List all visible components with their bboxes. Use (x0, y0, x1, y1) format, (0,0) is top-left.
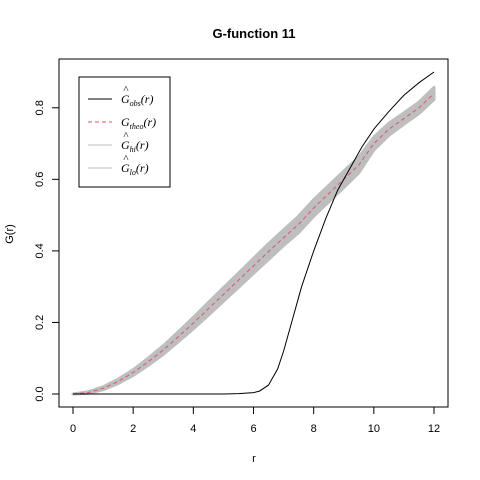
legend-hat-mark: ^ (123, 153, 129, 165)
x-tick-label: 8 (311, 423, 317, 435)
series-line-hi (72, 87, 435, 395)
chart-title: G-function 11 (212, 26, 295, 41)
x-tick-label: 10 (368, 423, 380, 435)
legend: Gobs(r)^Gtheo(r)Ghi(r)^Glo(r)^ (78, 76, 171, 188)
series-line-theo (72, 93, 435, 395)
legend-box (78, 76, 171, 188)
y-axis-label: G(r) (4, 224, 16, 244)
series-lines (72, 71, 435, 395)
x-tick-label: 6 (250, 423, 256, 435)
legend-label: Glo(r) (121, 161, 149, 177)
y-tick-label: 0.8 (34, 100, 46, 115)
series-line-obs (73, 71, 435, 395)
legend-entry-obs: Gobs(r)^ (88, 84, 153, 108)
x-axis: 0 2 4 6 8 10 12 (70, 406, 440, 435)
x-tick-label: 0 (70, 423, 76, 435)
y-tick-label: 0.6 (34, 172, 46, 187)
x-tick-label: 4 (190, 423, 196, 435)
envelope-band (71, 85, 436, 396)
legend-entry-hi: Ghi(r)^ (88, 130, 149, 154)
x-tick-label: 2 (130, 423, 136, 435)
y-axis: 0.0 0.2 0.4 0.6 0.8 (34, 100, 60, 402)
series-line-lo (72, 99, 435, 395)
legend-hat-mark: ^ (123, 130, 129, 142)
y-tick-label: 0.2 (34, 315, 46, 330)
x-axis-label: r (252, 453, 256, 465)
legend-hat-mark: ^ (123, 84, 129, 96)
legend-label: Ghi(r) (121, 138, 149, 154)
y-tick-label: 0.0 (34, 386, 46, 401)
legend-entry-lo: Glo(r)^ (88, 153, 149, 177)
legend-label: Gobs(r) (121, 92, 153, 108)
x-tick-label: 12 (428, 423, 440, 435)
y-tick-label: 0.4 (34, 243, 46, 258)
